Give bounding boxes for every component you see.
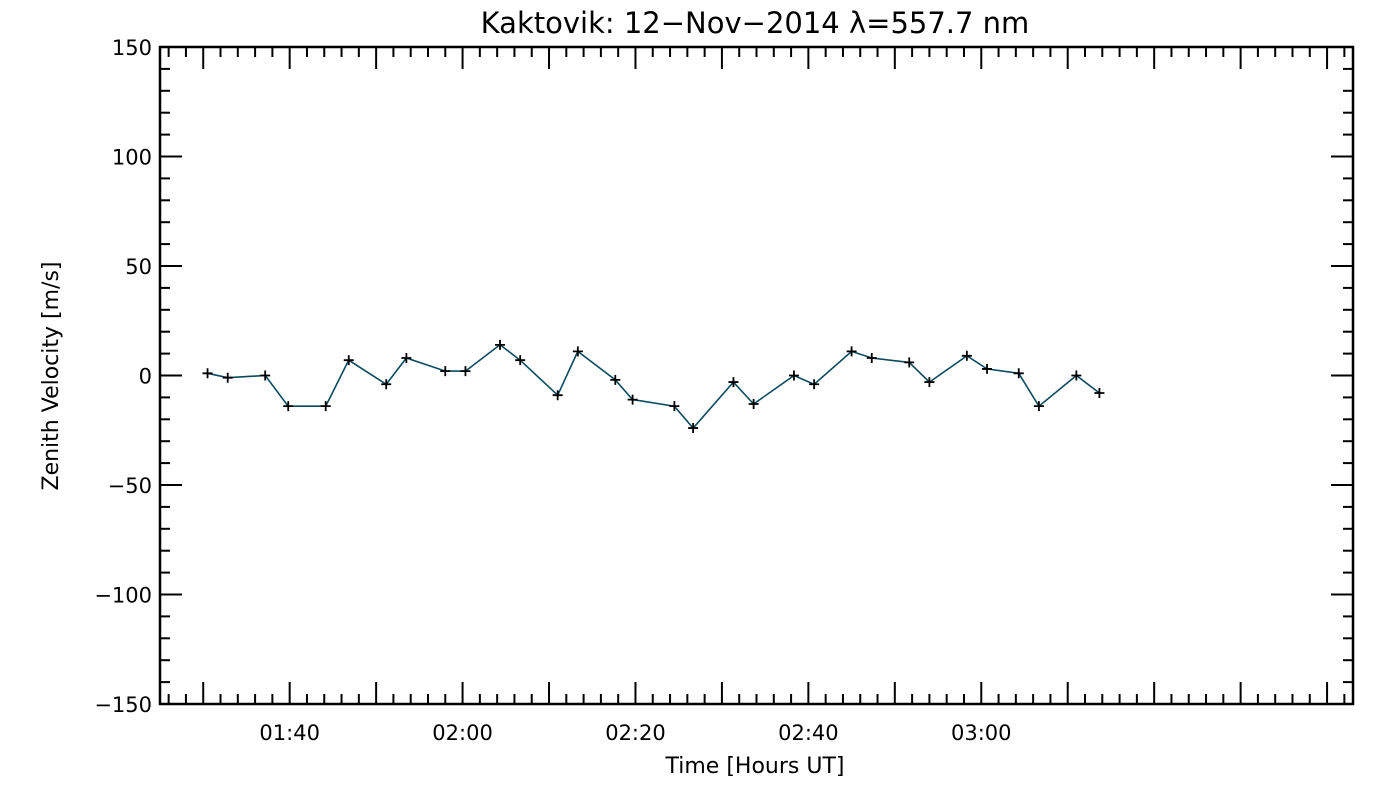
- data-point-marker: [572, 346, 583, 357]
- data-point-marker: [982, 363, 993, 374]
- data-point-marker: [495, 339, 506, 350]
- data-point-marker: [846, 346, 857, 357]
- data-point-marker: [924, 377, 935, 388]
- data-point-marker: [283, 401, 294, 412]
- data-point-marker: [627, 394, 638, 405]
- data-point-marker: [610, 374, 621, 385]
- x-tick-label: 02:40: [778, 721, 839, 745]
- data-point-marker: [202, 368, 213, 379]
- y-tick-label: 100: [112, 146, 152, 170]
- data-point-marker: [728, 377, 739, 388]
- y-tick-label: −100: [94, 584, 152, 608]
- y-tick-label: 0: [139, 365, 152, 389]
- data-point-marker: [515, 355, 526, 366]
- chart-title: Kaktovik: 12−Nov−2014 λ=557.7 nm: [481, 6, 1030, 40]
- data-point-marker: [552, 390, 563, 401]
- y-tick-label: −50: [108, 474, 152, 498]
- x-tick-label: 02:00: [432, 721, 493, 745]
- y-axis-label: Zenith Velocity [m/s]: [39, 262, 64, 491]
- x-tick-label: 02:20: [605, 721, 666, 745]
- data-point-marker: [961, 350, 972, 361]
- series-line: [207, 343, 1100, 430]
- data-point-marker: [460, 366, 471, 377]
- y-tick-label: 150: [112, 36, 152, 60]
- data-point-marker: [320, 401, 331, 412]
- data-point-marker: [401, 352, 412, 363]
- data-point-marker: [866, 352, 877, 363]
- series-layer: [202, 339, 1105, 434]
- x-tick-label: 01:40: [259, 721, 320, 745]
- y-axis: 150 100 50 0 −50 −100 −150: [94, 36, 1353, 717]
- data-point-marker: [788, 370, 799, 381]
- x-axis: 01:40 02:00 02:20 02:40 03:00: [167, 47, 1346, 745]
- y-tick-label: 50: [125, 255, 152, 279]
- data-point-marker: [669, 401, 680, 412]
- data-point-marker: [688, 423, 699, 434]
- plot-frame: [158, 45, 1355, 706]
- data-point-marker: [809, 379, 820, 390]
- data-point-marker: [440, 366, 451, 377]
- data-point-marker: [1013, 368, 1024, 379]
- data-point-marker: [381, 379, 392, 390]
- data-point-marker: [343, 355, 354, 366]
- data-point-marker: [1033, 401, 1044, 412]
- data-point-marker: [260, 370, 271, 381]
- data-point-marker: [904, 357, 915, 368]
- y-tick-label: −150: [94, 693, 152, 717]
- data-point-marker: [1071, 370, 1082, 381]
- x-tick-label: 03:00: [951, 721, 1012, 745]
- data-point-marker: [748, 398, 759, 409]
- x-axis-label: Time [Hours UT]: [665, 754, 845, 779]
- data-point-marker: [222, 372, 233, 383]
- data-point-marker: [1094, 388, 1105, 399]
